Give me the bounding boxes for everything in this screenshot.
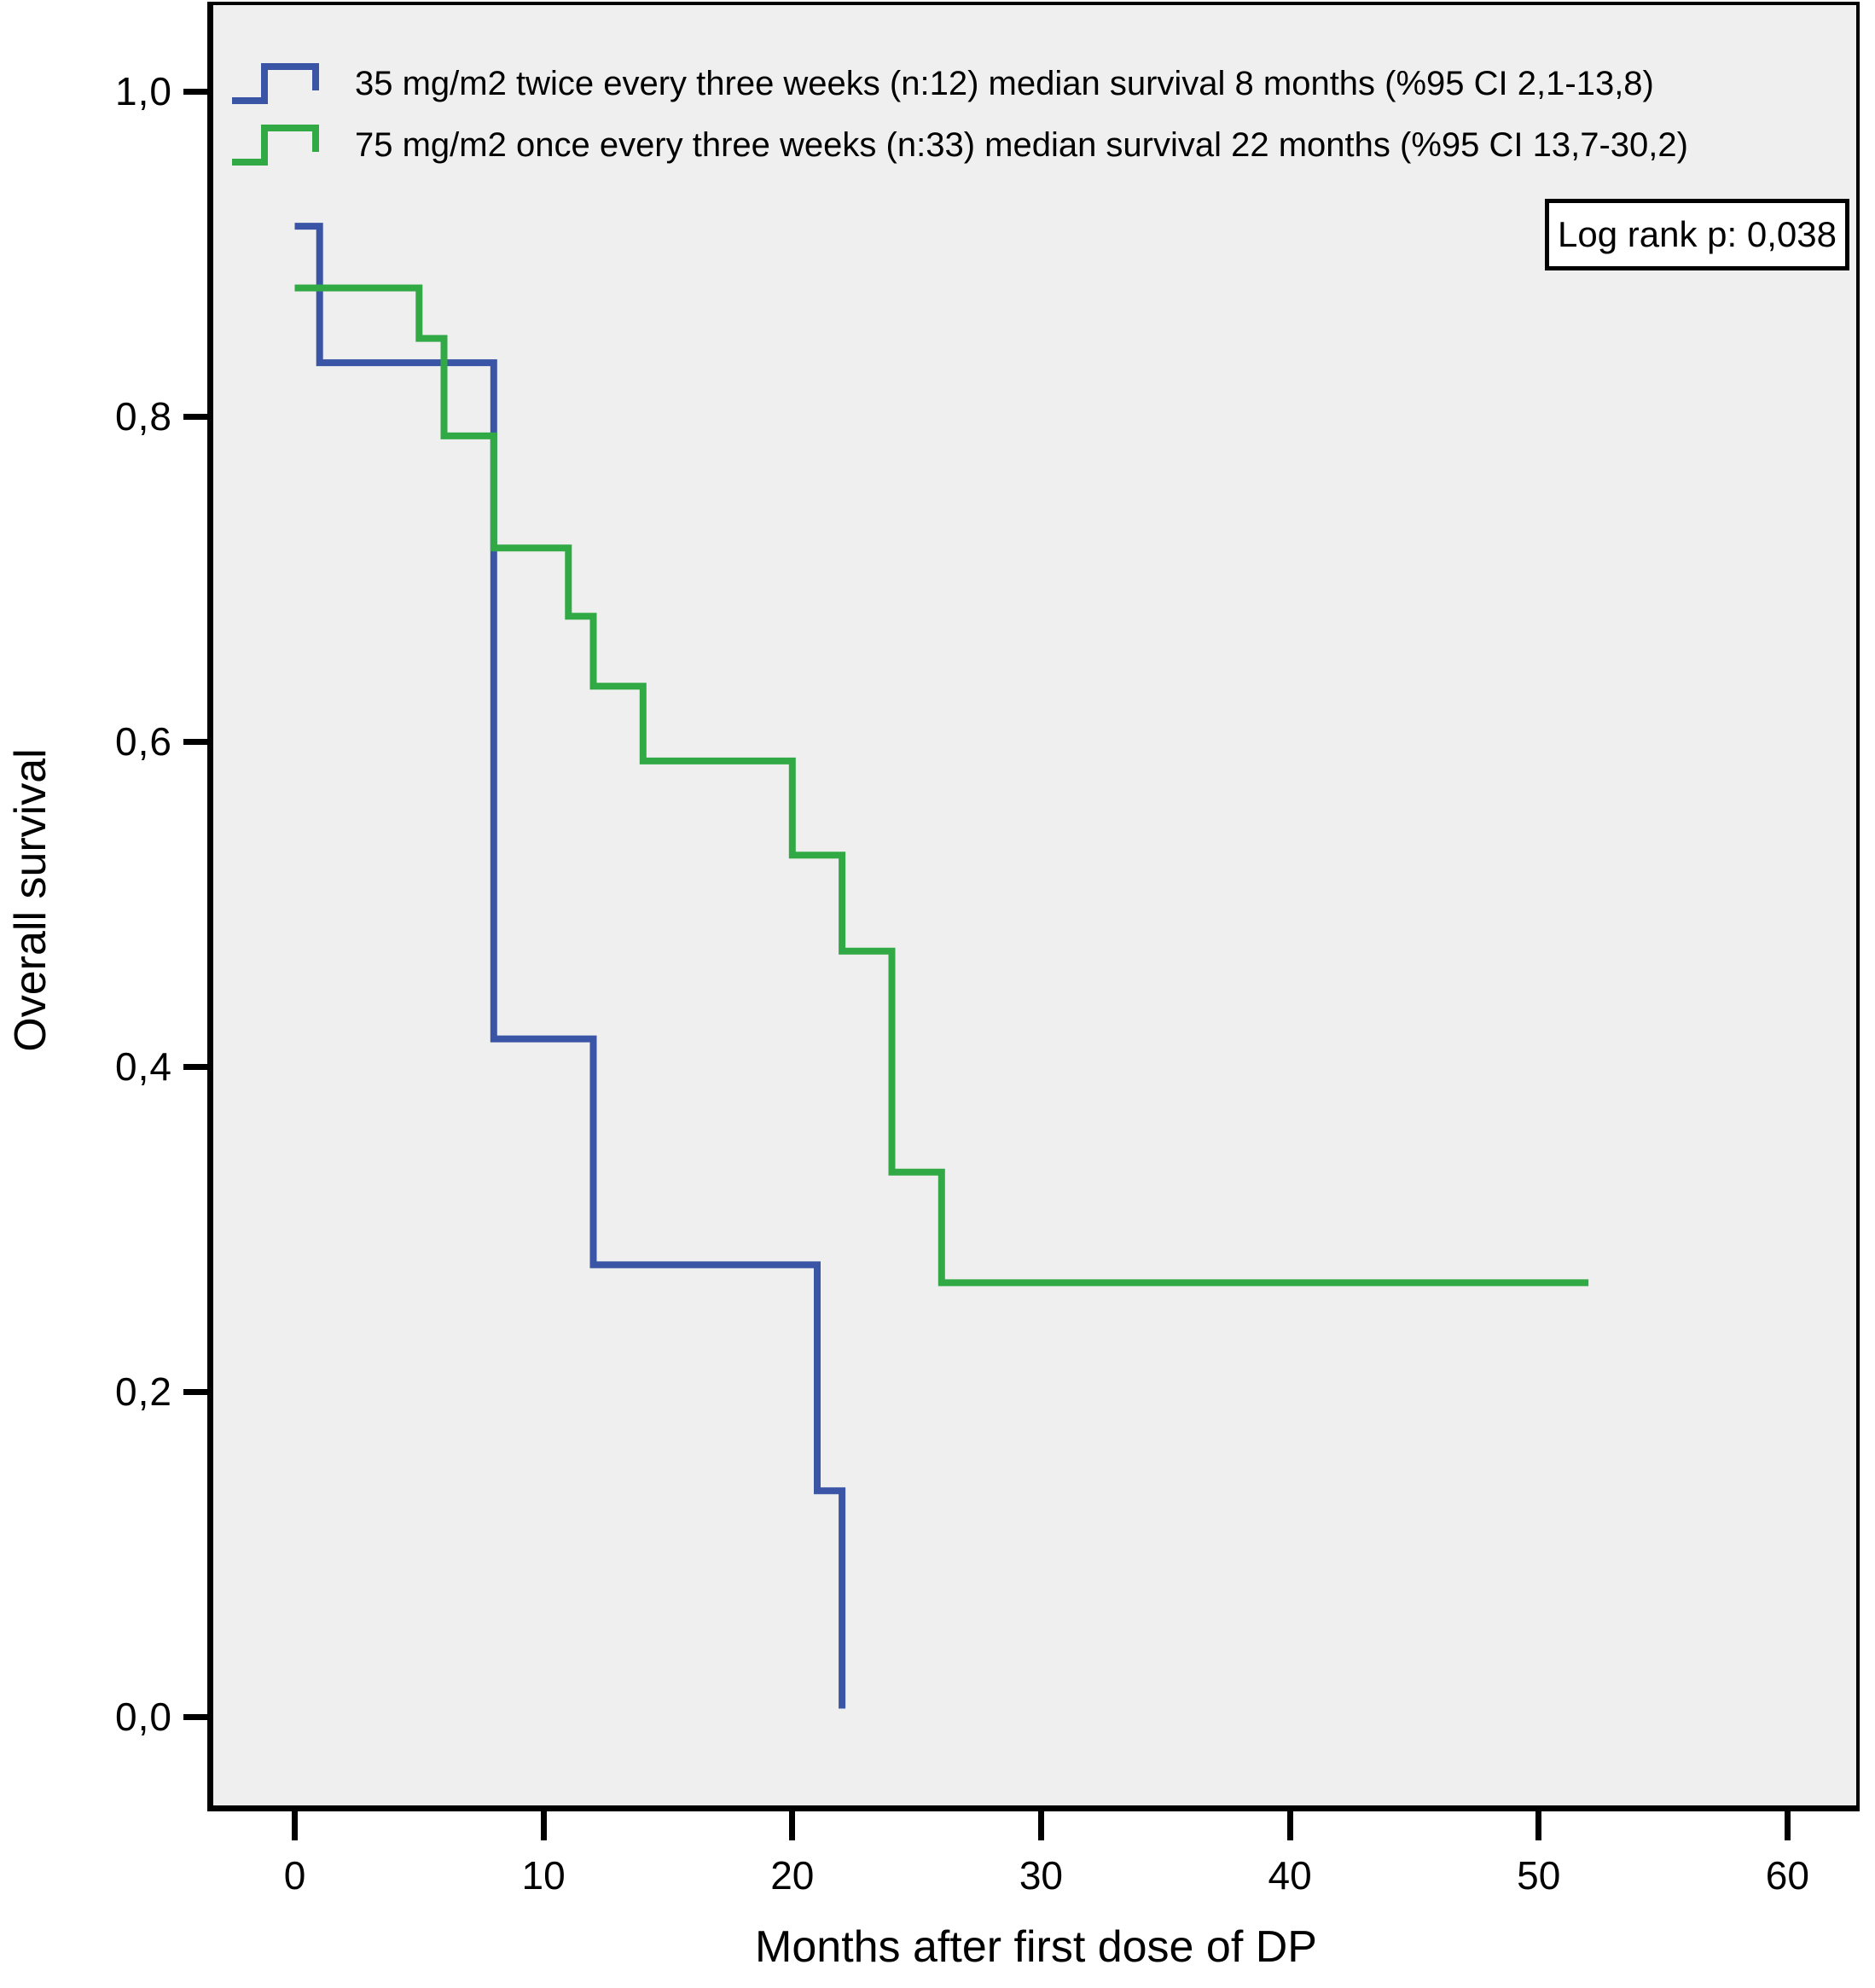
x-tick-label: 50 [1517,1853,1561,1898]
legend-label-75mg: 75 mg/m2 once every three weeks (n:33) m… [355,125,1688,164]
y-tick-mark [183,738,212,745]
plot-area [207,2,1860,1811]
x-tick-mark [292,1811,298,1840]
x-tick-label: 40 [1268,1853,1312,1898]
y-axis-title: Overall survival [6,748,55,1052]
y-tick-label: 0,8 [115,394,172,439]
y-tick-mark [183,413,212,420]
legend: 35 mg/m2 twice every three weeks (n:12) … [229,53,1688,176]
y-tick-mark [183,1388,212,1395]
x-tick-mark [1037,1811,1044,1840]
legend-item-75mg: 75 mg/m2 once every three weeks (n:33) m… [229,114,1688,176]
y-tick-mark [183,88,212,95]
x-tick-mark [540,1811,547,1840]
legend-item-35mg: 35 mg/m2 twice every three weeks (n:12) … [229,53,1688,114]
x-tick-mark [789,1811,796,1840]
x-tick-label: 0 [283,1853,306,1898]
x-tick-mark [1784,1811,1791,1840]
x-tick-label: 30 [1019,1853,1064,1898]
x-tick-label: 60 [1765,1853,1809,1898]
y-tick-mark [183,1063,212,1070]
x-axis-title: Months after first dose of DP [755,1922,1317,1972]
y-tick-label: 0,2 [115,1369,172,1414]
log-rank-text: Log rank p: 0,038 [1558,214,1837,254]
x-tick-label: 10 [521,1853,566,1898]
legend-label-35mg: 35 mg/m2 twice every three weeks (n:12) … [355,64,1654,102]
green-step-line-swatch [232,125,319,166]
x-tick-mark [1535,1811,1542,1840]
y-tick-mark [183,1713,212,1720]
x-tick-mark [1286,1811,1293,1840]
log-rank-annotation-box: Log rank p: 0,038 [1545,199,1849,270]
x-tick-label: 20 [770,1853,815,1898]
y-tick-label: 0,0 [115,1694,172,1739]
blue-step-line-swatch [232,63,319,104]
y-tick-label: 1,0 [115,69,172,113]
y-tick-label: 0,4 [115,1044,172,1089]
y-tick-label: 0,6 [115,719,172,764]
